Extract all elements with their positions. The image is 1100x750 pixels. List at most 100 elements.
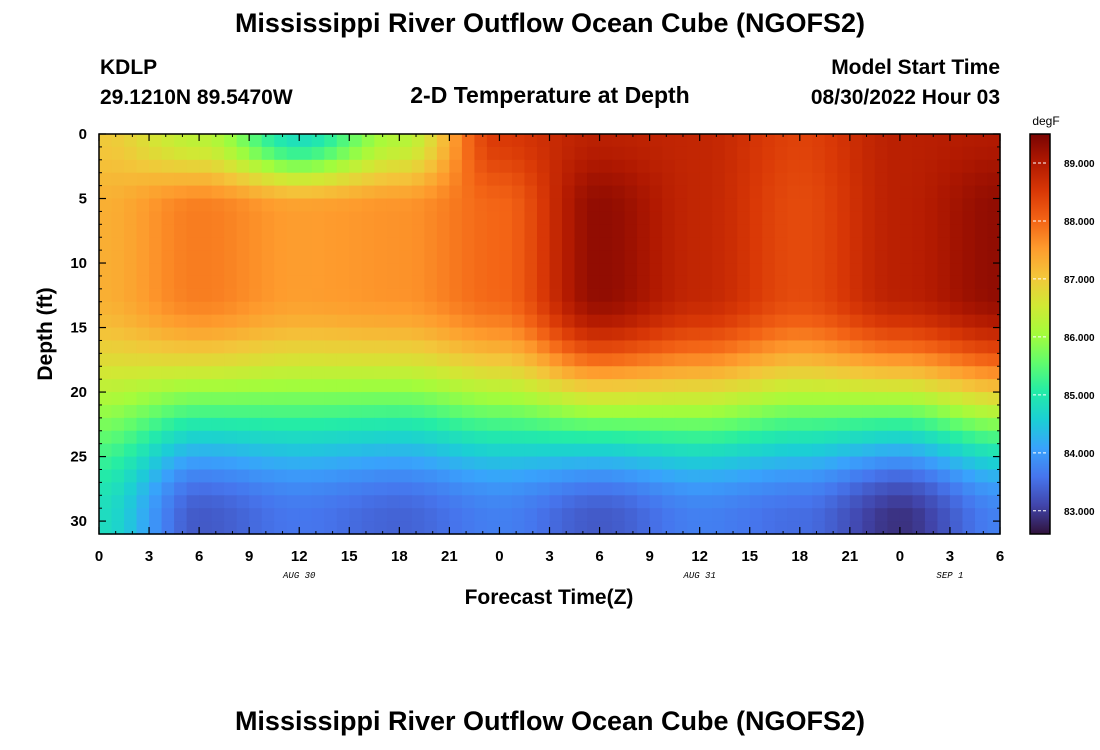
- heatmap-cell: [111, 417, 125, 432]
- heatmap-cell: [186, 263, 200, 277]
- heatmap-cell: [649, 430, 663, 445]
- heatmap-cell: [637, 456, 651, 471]
- heatmap-cell: [587, 134, 601, 148]
- heatmap-cell: [662, 340, 676, 354]
- heatmap-cell: [737, 224, 751, 238]
- heatmap-cell: [674, 288, 688, 303]
- heatmap-cell: [974, 392, 989, 406]
- heatmap-cell: [724, 301, 738, 316]
- heatmap-cell: [186, 521, 200, 535]
- heatmap-cell: [274, 340, 288, 354]
- heatmap-cell: [799, 366, 813, 380]
- heatmap-cell: [161, 301, 175, 316]
- heatmap-cell: [424, 340, 438, 354]
- heatmap-cell: [349, 508, 363, 522]
- heatmap-cell: [536, 250, 551, 264]
- heatmap-cell: [499, 379, 513, 393]
- heatmap-cell: [461, 404, 476, 419]
- heatmap-cell: [912, 134, 926, 148]
- heatmap-cell: [311, 159, 325, 174]
- heatmap-cell: [862, 392, 876, 406]
- heatmap-cell: [274, 314, 288, 329]
- heatmap-cell: [849, 224, 863, 238]
- heatmap-cell: [987, 443, 1001, 458]
- heatmap-cell: [737, 314, 751, 329]
- heatmap-cell: [324, 250, 338, 264]
- heatmap-cell: [249, 443, 263, 458]
- heatmap-cell: [712, 456, 726, 471]
- heatmap-cell: [161, 430, 175, 445]
- heatmap-cell: [324, 263, 338, 277]
- heatmap-cell: [324, 456, 338, 471]
- heatmap-cell: [812, 159, 826, 174]
- heatmap-cell: [687, 456, 701, 471]
- heatmap-cell: [737, 185, 751, 200]
- heatmap-cell: [461, 275, 476, 290]
- heatmap-cell: [662, 198, 676, 213]
- heatmap-cell: [862, 469, 876, 483]
- heatmap-cell: [111, 211, 125, 225]
- heatmap-cell: [511, 224, 526, 238]
- heatmap-cell: [712, 443, 726, 458]
- heatmap-cell: [699, 353, 713, 367]
- heatmap-cell: [737, 146, 751, 161]
- heatmap-cell: [224, 340, 238, 354]
- heatmap-cell: [587, 430, 601, 445]
- heatmap-cell: [286, 469, 300, 483]
- heatmap-cell: [599, 314, 613, 329]
- heatmap-cell: [724, 224, 738, 238]
- heatmap-cell: [662, 224, 676, 238]
- heatmap-cell: [336, 495, 350, 509]
- heatmap-cell: [887, 482, 901, 496]
- heatmap-cell: [261, 172, 275, 187]
- heatmap-cell: [311, 263, 325, 277]
- heatmap-cell: [111, 159, 125, 174]
- heatmap-cell: [424, 404, 438, 419]
- heatmap-cell: [624, 185, 638, 200]
- heatmap-cell: [186, 379, 200, 393]
- heatmap-cell: [236, 288, 250, 303]
- heatmap-cell: [812, 185, 826, 200]
- heatmap-cell: [511, 340, 526, 354]
- heatmap-cell: [787, 263, 801, 277]
- heatmap-cell: [111, 495, 125, 509]
- heatmap-cell: [737, 379, 751, 393]
- heatmap-cell: [612, 224, 626, 238]
- heatmap-cell: [599, 288, 613, 303]
- heatmap-cell: [336, 392, 350, 406]
- heatmap-cell: [837, 327, 851, 342]
- heatmap-cell: [974, 417, 989, 432]
- heatmap-cell: [887, 185, 901, 200]
- heatmap-cell: [286, 353, 300, 367]
- heatmap-cell: [762, 417, 776, 432]
- heatmap-cell: [937, 443, 951, 458]
- heatmap-cell: [637, 417, 651, 432]
- heatmap-cell: [524, 392, 538, 406]
- heatmap-cell: [587, 301, 601, 316]
- heatmap-cell: [411, 404, 425, 419]
- heatmap-cell: [724, 327, 738, 342]
- heatmap-cell: [511, 353, 526, 367]
- heatmap-cell: [649, 263, 663, 277]
- heatmap-cell: [574, 495, 588, 509]
- heatmap-cell: [211, 146, 225, 161]
- heatmap-cell: [849, 198, 863, 213]
- heatmap-cell: [161, 443, 175, 458]
- heatmap-cell: [874, 340, 888, 354]
- heatmap-cell: [174, 288, 188, 303]
- heatmap-cell: [812, 327, 826, 342]
- heatmap-cell: [587, 211, 601, 225]
- heatmap-cell: [311, 482, 325, 496]
- heatmap-cell: [299, 443, 313, 458]
- heatmap-cell: [249, 211, 263, 225]
- heatmap-cell: [574, 340, 588, 354]
- heatmap-cell: [762, 353, 776, 367]
- heatmap-cell: [674, 314, 688, 329]
- heatmap-cell: [737, 340, 751, 354]
- heatmap-cell: [274, 379, 288, 393]
- heatmap-cell: [149, 443, 163, 458]
- heatmap-cell: [474, 185, 488, 200]
- heatmap-cell: [511, 495, 526, 509]
- heatmap-cell: [399, 159, 413, 174]
- heatmap-cell: [99, 392, 113, 406]
